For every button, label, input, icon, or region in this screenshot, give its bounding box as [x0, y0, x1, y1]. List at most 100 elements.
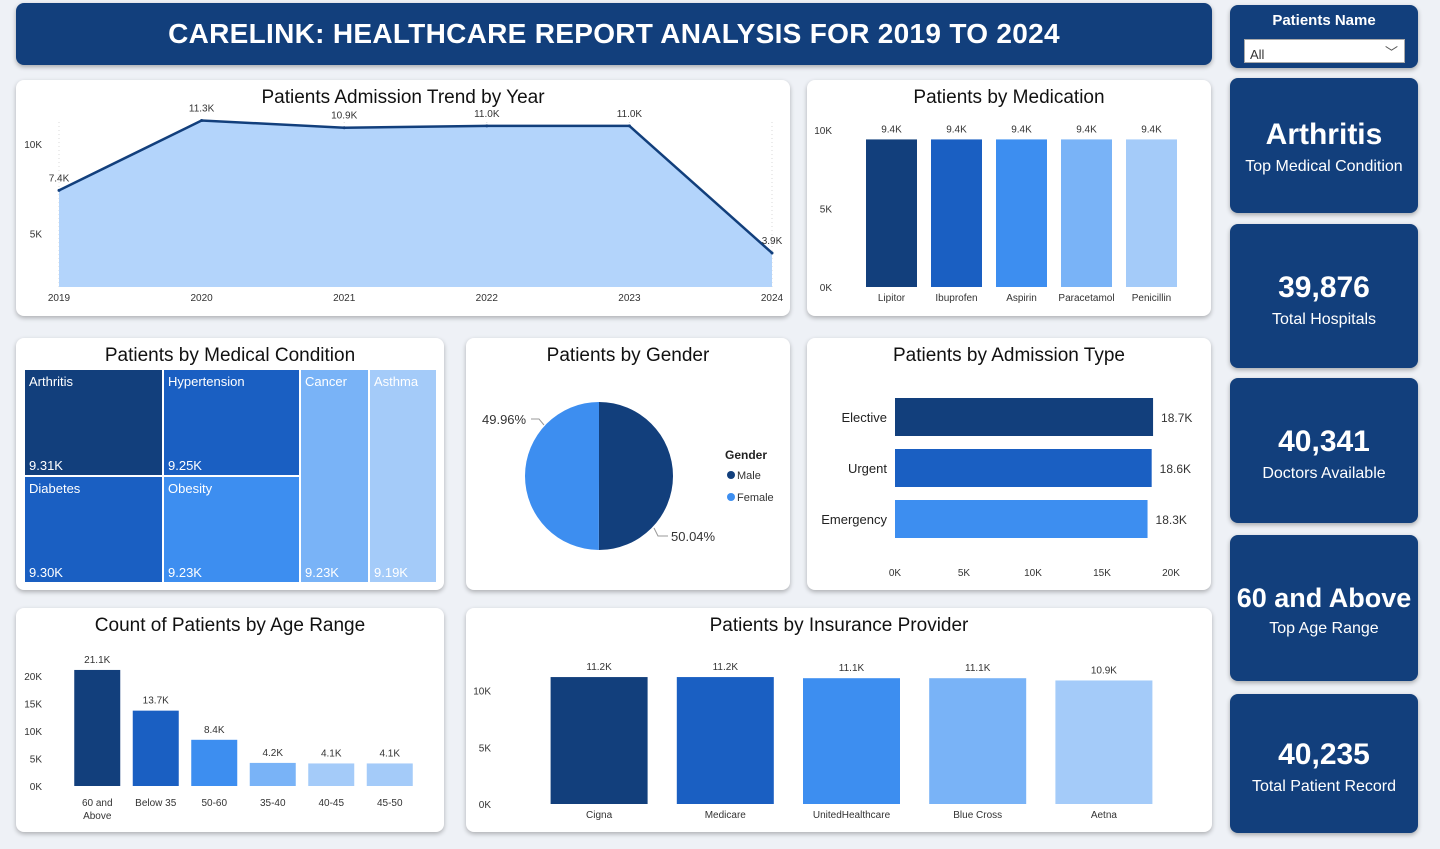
gender-panel: Patients by Gender 50.04% 49.96% Gender Mal…: [466, 338, 790, 590]
legend-marker: [727, 493, 735, 501]
x-tick-label: Aspirin: [1006, 293, 1037, 304]
bar: [249, 762, 296, 786]
bar: [1061, 139, 1112, 287]
treemap-cell-obesity[interactable]: Obesity 9.23K: [163, 476, 300, 583]
x-tick-label: 5K: [958, 568, 971, 579]
y-tick-label: Elective: [841, 410, 887, 425]
treemap-cell-hypertension[interactable]: Hypertension 9.25K: [163, 369, 300, 476]
admission-trend-chart: 2019 2020 2021 2022 2023 2024 5K 10K 7.4K 11.3K 10…: [24, 104, 784, 304]
kpi-label: Total Hospitals: [1271, 311, 1377, 328]
data-label: 11.1K: [839, 663, 865, 674]
treemap-value: 9.25K: [168, 458, 202, 473]
x-tick-label: 0K: [889, 568, 902, 579]
chart-title: Patients Admission Trend by Year: [261, 87, 545, 108]
insurance-panel: Patients by Insurance Provider 0K 5K 10K 11…: [466, 608, 1212, 832]
y-tick-label: 20K: [24, 672, 42, 683]
y-tick-label: 5K: [479, 743, 492, 754]
kpi-label: Top Medical Condition: [1245, 158, 1403, 175]
y-tick-label: Urgent: [848, 461, 887, 476]
x-tick-label: 2024: [761, 293, 784, 304]
x-tick-label: 40-45: [318, 798, 344, 809]
bar: [74, 669, 121, 786]
bar: [929, 678, 1027, 804]
age-range-panel: Count of Patients by Age Range 0K 5K 10K 15…: [16, 608, 444, 832]
data-label: 11.2K: [586, 662, 612, 673]
patients-name-dropdown[interactable]: All ﹀: [1244, 39, 1405, 63]
y-tick-label: Emergency: [821, 512, 887, 527]
y-tick-label: 10K: [24, 140, 42, 151]
x-tick-label: Penicillin: [1132, 293, 1171, 304]
y-tick-label: 10K: [24, 727, 42, 738]
treemap-value: 9.19K: [374, 565, 408, 580]
x-tick-label: 2023: [618, 293, 641, 304]
x-tick-label: Ibuprofen: [935, 293, 977, 304]
data-label: 11.3K: [189, 104, 215, 115]
treemap-cell-diabetes[interactable]: Diabetes 9.30K: [24, 476, 163, 583]
slicer-title: Patients Name: [1272, 12, 1376, 29]
y-tick-label: 0K: [30, 782, 43, 793]
y-tick-label: 5K: [30, 229, 43, 240]
admission-type-panel: Patients by Admission Type 0K 5K 10K 15K 20K…: [807, 338, 1211, 590]
bar: [676, 677, 774, 804]
x-tick-label: Above: [83, 811, 112, 822]
bar: [550, 677, 648, 804]
dashboard-title: CARELINK: HEALTHCARE REPORT ANALYSIS FOR…: [16, 3, 1212, 65]
kpi-card-total-records: 40,235 Total Patient Record: [1230, 694, 1418, 833]
data-label: 11.2K: [713, 662, 739, 673]
treemap-label: Arthritis: [29, 374, 74, 389]
chart-title: Patients by Medical Condition: [104, 345, 356, 366]
patients-name-slicer: Patients Name All ﹀: [1230, 5, 1418, 68]
age-range-chart: 0K 5K 10K 15K 20K 21.1K 60 and Above 13.7K Below …: [24, 655, 413, 822]
chart-title: Patients by Admission Type: [893, 345, 1125, 366]
medical-condition-panel: Patients by Medical Condition Arthritis …: [16, 338, 444, 590]
kpi-card-doctors: 40,341 Doctors Available: [1230, 378, 1418, 523]
kpi-value: 39,876: [1278, 271, 1370, 304]
y-tick-label: 5K: [30, 755, 43, 766]
kpi-card-top-condition: Arthritis Top Medical Condition: [1230, 78, 1418, 213]
y-tick-label: 15K: [24, 700, 42, 711]
data-label: 9.4K: [1076, 124, 1097, 135]
bar: [895, 500, 1148, 538]
kpi-card-top-age-range: 60 and Above Top Age Range: [1230, 535, 1418, 681]
chart-title: Patients by Insurance Provider: [709, 615, 969, 636]
data-label: 10.9K: [1091, 665, 1117, 676]
bar: [895, 398, 1154, 436]
treemap-value: 9.31K: [29, 458, 63, 473]
pie-slice: [524, 402, 599, 550]
x-tick-label: UnitedHealthcare: [813, 810, 891, 821]
bar: [895, 449, 1152, 487]
treemap-cell-asthma[interactable]: Asthma 9.19K: [369, 369, 437, 583]
bar: [996, 139, 1047, 287]
data-point: [200, 119, 204, 123]
treemap-cell-cancer[interactable]: Cancer 9.23K: [300, 369, 369, 583]
kpi-label: Top Age Range: [1269, 620, 1379, 637]
data-label: 11.0K: [474, 109, 500, 120]
data-label: 18.6K: [1160, 462, 1191, 476]
x-tick-label: 60 and: [82, 798, 113, 809]
series-line: [58, 119, 773, 254]
data-label: 18.3K: [1156, 513, 1187, 527]
chart-title: Patients by Medication: [913, 87, 1105, 108]
insurance-chart: 0K 5K 10K 11.2K Cigna 11.2K Medicare 11.1K Unite…: [473, 662, 1153, 821]
data-label: 9.4K: [1011, 124, 1032, 135]
x-tick-label: 2021: [333, 293, 356, 304]
x-tick-label: 2019: [48, 293, 71, 304]
legend-label: Male: [737, 470, 761, 482]
legend-label: Female: [737, 492, 774, 504]
data-label: 9.4K: [946, 124, 967, 135]
data-label: 18.7K: [1161, 411, 1192, 425]
treemap-cell-arthritis[interactable]: Arthritis 9.31K: [24, 369, 163, 476]
bar: [803, 678, 900, 804]
x-tick-label: Below 35: [135, 798, 177, 809]
medication-chart: 0K 5K 10K 9.4K Lipitor 9.4K Ibuprofen 9.4K Aspir…: [814, 124, 1177, 304]
data-point: [57, 188, 61, 192]
data-point: [627, 124, 631, 128]
y-tick-label: 10K: [814, 126, 832, 137]
y-tick-label: 0K: [479, 800, 492, 811]
bar: [191, 739, 238, 786]
gender-chart: 50.04% 49.96% Gender Male Female: [482, 402, 774, 550]
bar: [931, 139, 982, 287]
x-tick-label: Cigna: [586, 810, 613, 821]
data-label: 3.9K: [762, 236, 783, 247]
leader-line: [653, 527, 668, 537]
